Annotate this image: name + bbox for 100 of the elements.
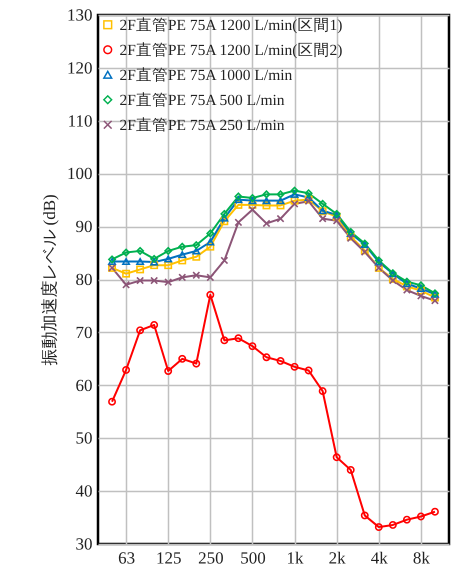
point: [150, 258, 158, 266]
point: [192, 252, 200, 261]
point: [290, 200, 299, 208]
point: [276, 197, 284, 204]
y-tick-label: 70: [76, 322, 92, 342]
point: [122, 366, 130, 374]
point: [136, 326, 144, 334]
y-tick-label: 50: [76, 428, 92, 448]
point: [248, 206, 256, 214]
point: [192, 241, 200, 250]
point: [234, 200, 242, 209]
point: [164, 278, 172, 286]
y-tick-label: 30: [76, 534, 92, 554]
point: [290, 186, 299, 195]
point: [206, 238, 214, 246]
point: [262, 201, 270, 210]
point: [402, 286, 411, 294]
point: [402, 280, 411, 288]
point: [416, 281, 425, 290]
point: [192, 271, 200, 280]
x-tick-label: 8k: [412, 548, 430, 568]
point: [178, 354, 186, 363]
point: [220, 217, 228, 226]
point: [164, 367, 172, 375]
point: [304, 189, 313, 198]
point: [178, 251, 186, 258]
point: [276, 190, 284, 198]
y-tick-label: 100: [67, 164, 92, 184]
point: [234, 334, 242, 342]
point: [220, 210, 228, 218]
point: [220, 256, 228, 264]
point: [374, 523, 383, 532]
point: [248, 197, 256, 204]
y-tick-label: 80: [76, 270, 92, 289]
x-tick-label: 1k: [286, 548, 304, 568]
legend-label: 2F直管PE 75A 500 L/min: [120, 90, 285, 109]
x-tick-label: 4k: [370, 548, 388, 568]
point: [431, 296, 439, 305]
point: [122, 270, 130, 278]
y-tick-label: 120: [67, 58, 92, 78]
y-axis-title: 振動加速度レベル (dB): [40, 194, 59, 366]
point: [416, 512, 425, 520]
point: [304, 366, 313, 374]
point: [346, 466, 355, 474]
point: [150, 276, 158, 285]
point: [332, 216, 341, 225]
point: [192, 360, 200, 368]
point: [262, 197, 270, 204]
point: [220, 214, 228, 222]
point: [178, 242, 186, 251]
point: [220, 336, 228, 344]
point: [150, 321, 158, 329]
y-tick-label: 90: [76, 217, 92, 236]
x-tick-label: 2k: [328, 548, 346, 568]
point: [318, 200, 327, 208]
point: [248, 342, 256, 350]
point: [262, 219, 270, 228]
point: [416, 292, 425, 300]
point: [164, 246, 172, 255]
point: [164, 255, 172, 262]
point: [276, 357, 284, 365]
point: [150, 261, 158, 270]
point: [234, 218, 242, 226]
point: [332, 453, 341, 462]
legend-label: 2F直管PE 75A 250 L/min: [120, 116, 285, 134]
point: [318, 214, 327, 223]
x-tick-label: 500: [240, 548, 266, 568]
point: [234, 192, 242, 200]
x-tick-label: 125: [156, 548, 182, 568]
y-tick-label: 60: [76, 376, 92, 395]
legend-label: 2F直管PE 75A 1200 L/min(区間1): [120, 16, 342, 34]
point: [262, 190, 270, 198]
point: [108, 258, 116, 266]
point: [248, 194, 256, 202]
point: [234, 196, 242, 204]
point: [402, 516, 411, 524]
point: [122, 280, 130, 289]
point: [178, 256, 186, 264]
point: [192, 247, 200, 254]
point: [178, 273, 186, 282]
point: [122, 258, 130, 266]
point: [122, 248, 130, 256]
point: [388, 521, 397, 529]
point: [318, 387, 327, 396]
point: [136, 258, 144, 266]
point: [136, 265, 144, 274]
point: [276, 214, 284, 223]
point: [304, 194, 313, 202]
point: [360, 511, 369, 520]
point: [290, 196, 299, 205]
point: [262, 353, 270, 362]
x-tick-label: 250: [198, 548, 224, 568]
y-tick-label: 110: [68, 111, 92, 130]
legend-label: 2F直管PE 75A 1000 L/min: [120, 66, 293, 84]
point: [206, 230, 214, 238]
point: [136, 276, 144, 285]
point: [206, 273, 214, 282]
point: [276, 201, 284, 210]
point: [290, 190, 299, 198]
point: [374, 258, 383, 266]
